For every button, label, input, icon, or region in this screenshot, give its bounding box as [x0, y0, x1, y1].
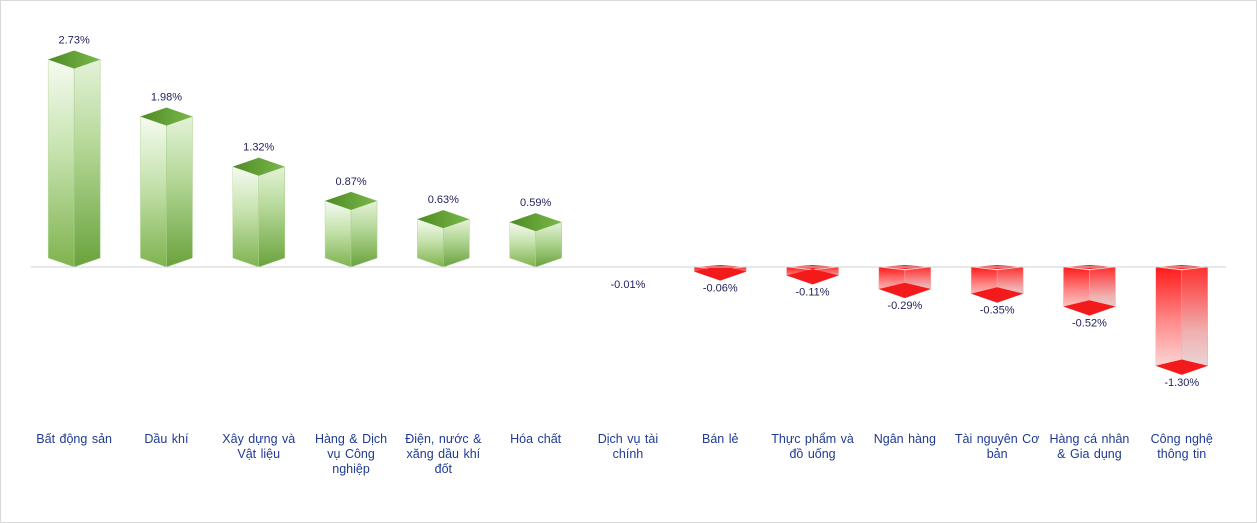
- category-label: Hàng & Dịch vụ Công nghiệp: [314, 432, 388, 476]
- bar-12: [1155, 265, 1208, 376]
- bar-top: [325, 191, 378, 210]
- bar-2: [232, 157, 285, 268]
- value-label: -0.01%: [611, 279, 646, 291]
- bar-1: [140, 107, 193, 268]
- bar-face-right: [1181, 266, 1208, 376]
- bar-5: [509, 213, 562, 268]
- value-label: 0.87%: [335, 176, 366, 188]
- value-label: 0.59%: [520, 197, 551, 209]
- bar-bottom: [971, 287, 1024, 303]
- value-label: 0.63%: [428, 194, 459, 206]
- value-label: 1.98%: [151, 92, 182, 104]
- bar-face-left: [1155, 266, 1182, 376]
- category-label: Ngân hàng: [873, 432, 936, 446]
- bar-11: [1063, 265, 1116, 316]
- value-label: 2.73%: [59, 35, 90, 47]
- bar-top: [417, 210, 470, 229]
- bar-8: [786, 265, 839, 285]
- bar-face-right: [443, 218, 470, 268]
- bar-bottom: [878, 282, 931, 299]
- category-label: Công nghệ thông tin: [1150, 432, 1213, 461]
- bar-top: [140, 107, 193, 126]
- value-label: -0.06%: [703, 283, 738, 295]
- bar-face-left: [232, 166, 259, 268]
- bar-face-left: [324, 200, 352, 268]
- bar-face-right: [350, 200, 378, 268]
- category-label: Hàng cá nhân & Gia dụng: [1049, 432, 1130, 461]
- bar-face-right: [258, 166, 285, 268]
- bar-face-left: [140, 116, 167, 268]
- bar-0: [47, 50, 101, 268]
- category-label: Dầu khí: [144, 432, 189, 446]
- category-label: Tài nguyên Cơ bản: [954, 432, 1040, 461]
- value-label: -0.29%: [887, 300, 922, 312]
- bar-3: [324, 191, 378, 268]
- bar-top: [48, 50, 101, 69]
- bar-top: [509, 213, 562, 232]
- category-label: Điện, nước & xăng dầu khí đốt: [405, 432, 482, 476]
- value-label: 1.32%: [243, 142, 274, 154]
- bar-face-left: [47, 59, 75, 268]
- category-label: Bất động sản: [36, 432, 112, 446]
- category-label: Xây dựng và Vật liệu: [222, 432, 296, 461]
- value-label: -1.30%: [1164, 377, 1199, 389]
- bar-10: [970, 265, 1024, 303]
- category-label: Thực phẩm và đồ uống: [771, 432, 854, 461]
- value-labels-layer: 2.73% 1.98% 1.32% 0.87% 0.63% 0.59% -0.01% -0.0…: [59, 35, 1200, 389]
- bar-bottom: [694, 265, 747, 281]
- bar-face-right: [166, 116, 193, 268]
- category-label: Dịch vụ tài chính: [597, 432, 659, 461]
- value-label: -0.52%: [1072, 318, 1107, 330]
- bar-top: [232, 157, 285, 176]
- bar-4: [417, 210, 470, 268]
- bar-9: [878, 265, 932, 299]
- bar-bottom: [1063, 300, 1116, 316]
- bar-face-right: [73, 59, 101, 268]
- category-label: Bán lẻ: [702, 432, 739, 446]
- value-label: -0.35%: [980, 305, 1015, 317]
- value-label: -0.11%: [796, 286, 830, 298]
- bars-layer: [47, 50, 1208, 376]
- category-label: Hóa chất: [510, 432, 562, 446]
- bar-bottom: [1155, 359, 1208, 375]
- bar-bottom: [786, 269, 839, 285]
